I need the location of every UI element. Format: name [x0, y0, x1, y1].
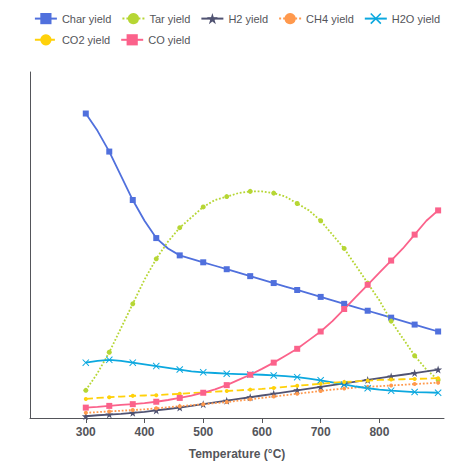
svg-text:400: 400: [134, 425, 154, 439]
svg-text:Temperature (°C): Temperature (°C): [189, 447, 286, 461]
svg-text:H2 yield: H2 yield: [228, 13, 268, 25]
svg-text:Tar yield: Tar yield: [149, 13, 190, 25]
svg-text:500: 500: [193, 425, 213, 439]
svg-text:CH4 yield: CH4 yield: [306, 13, 354, 25]
svg-text:700: 700: [311, 425, 331, 439]
svg-text:Char yield: Char yield: [62, 13, 112, 25]
svg-text:600: 600: [252, 425, 272, 439]
svg-text:800: 800: [369, 425, 389, 439]
svg-text:CO2 yield: CO2 yield: [62, 34, 110, 46]
svg-text:CO yield: CO yield: [148, 34, 190, 46]
svg-text:300: 300: [76, 425, 96, 439]
svg-text:H2O yield: H2O yield: [392, 13, 440, 25]
